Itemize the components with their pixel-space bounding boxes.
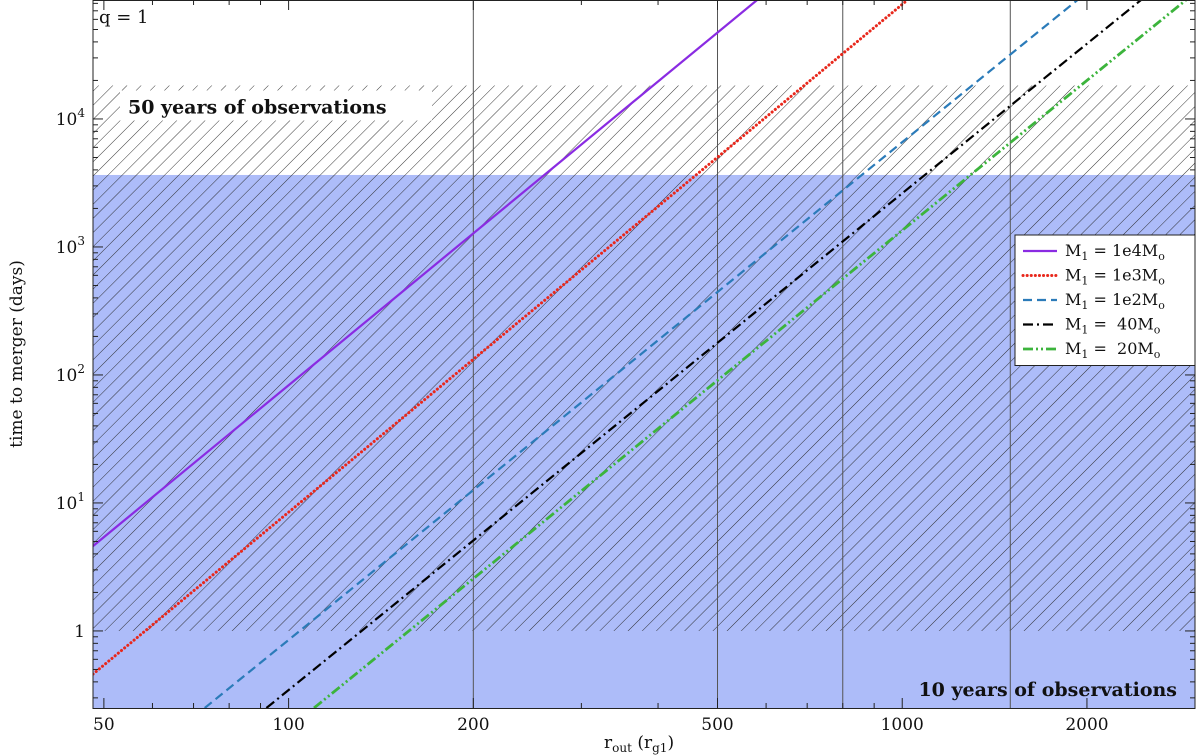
- y-tick-label-1: 1: [74, 622, 85, 642]
- band-label-50-background: [120, 90, 432, 121]
- corner-label: q = 1: [99, 7, 149, 28]
- legend-label-2: M1 = 1e3Mo: [1065, 266, 1165, 288]
- x-tick-label-1000: 1000: [881, 715, 924, 735]
- series-line-1: [93, 0, 758, 547]
- band-label-10-years: 10 years of observations: [918, 679, 1177, 701]
- x-axis-label: rout (rg1): [604, 733, 674, 755]
- x-tick-label-100: 100: [272, 715, 304, 735]
- legend-label-1: M1 = 1e4Mo: [1065, 241, 1165, 263]
- band-50-years: [93, 85, 1195, 631]
- x-tick-label-2000: 2000: [1065, 715, 1108, 735]
- series-line-4: [265, 0, 1142, 708]
- x-tick-label-200: 200: [457, 715, 489, 735]
- x-axis-label-paren-sub: g1: [652, 741, 667, 755]
- legend-label-4: M1 = 40Mo: [1065, 315, 1161, 337]
- y-axis-label: time to merger (days): [7, 260, 27, 448]
- y-tick-label-1000: 103: [56, 234, 85, 258]
- x-axis-label-paren-close: ): [667, 733, 674, 753]
- plot-area: [93, 0, 1195, 708]
- y-tick-label-10000: 104: [56, 106, 86, 130]
- y-tick-label-100: 102: [56, 362, 85, 386]
- legend-label-3: M1 = 1e2Mo: [1065, 290, 1165, 312]
- chart-text: q = 1 50 years of observations 10 years …: [7, 7, 1177, 755]
- series-line-5: [313, 0, 1187, 708]
- series-line-3: [204, 0, 1079, 708]
- y-tick-label-10: 101: [56, 490, 85, 514]
- legend-label-5: M1 = 20Mo: [1065, 339, 1161, 361]
- x-axis-label-paren-open: (: [632, 733, 644, 753]
- x-axis-label-main: r: [604, 733, 613, 753]
- x-tick-label-50: 50: [93, 715, 115, 735]
- series-line-2: [93, 0, 909, 676]
- x-axis-label-paren-main: r: [644, 733, 653, 753]
- x-axis-label-sub: out: [612, 741, 632, 755]
- x-tick-label-500: 500: [701, 715, 733, 735]
- band-label-50-years: 50 years of observations: [128, 96, 387, 118]
